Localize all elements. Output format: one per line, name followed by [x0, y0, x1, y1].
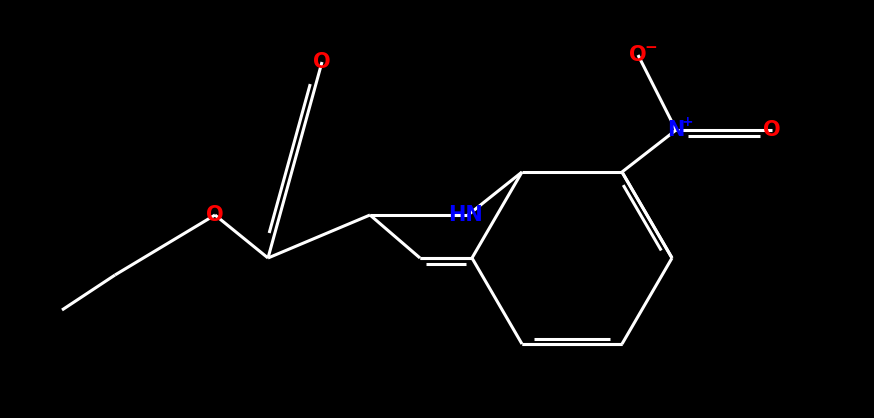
Text: O: O — [313, 52, 331, 72]
Text: O: O — [629, 45, 647, 65]
Text: +: + — [681, 115, 693, 129]
Text: O: O — [763, 120, 780, 140]
Text: −: − — [645, 39, 657, 54]
Text: N: N — [668, 120, 684, 140]
Text: HN: HN — [448, 205, 483, 225]
Text: O: O — [206, 205, 224, 225]
